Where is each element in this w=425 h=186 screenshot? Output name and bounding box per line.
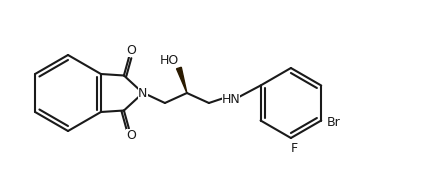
Text: Br: Br [326, 116, 340, 129]
Text: O: O [126, 129, 136, 142]
Text: N: N [138, 86, 147, 100]
Text: O: O [126, 44, 136, 57]
Polygon shape [176, 67, 187, 93]
Text: HN: HN [221, 92, 240, 105]
Text: HO: HO [159, 54, 178, 67]
Text: F: F [290, 142, 298, 155]
